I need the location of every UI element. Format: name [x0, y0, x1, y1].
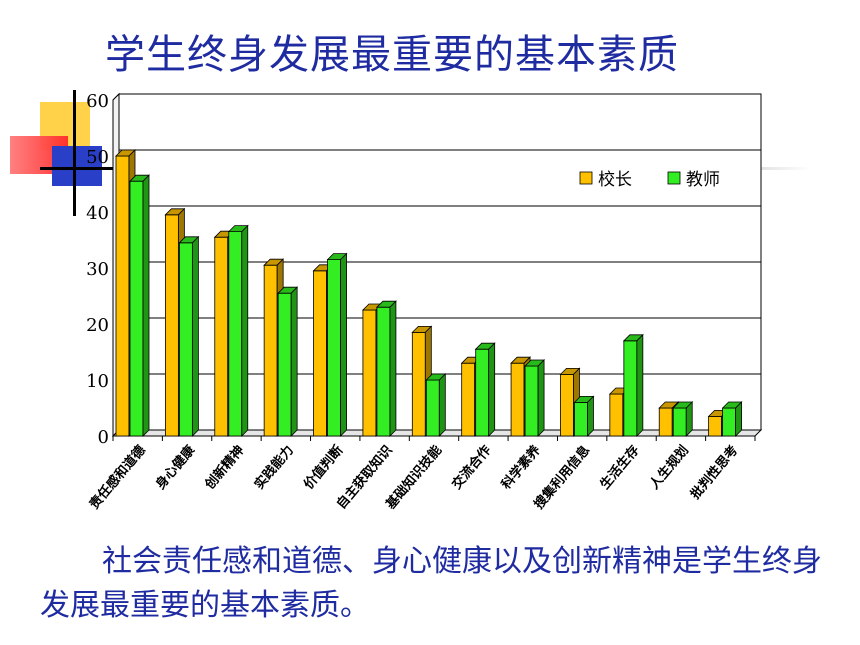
- bar-side: [438, 373, 446, 437]
- legend-swatch: [667, 171, 681, 185]
- bar-side: [587, 395, 594, 437]
- legend-box: [568, 160, 746, 198]
- y-tick-label: 60: [86, 91, 109, 112]
- x-category-label: 责任感和道德: [86, 442, 148, 512]
- x-category-label: 生活生存: [597, 442, 643, 492]
- bar-side: [142, 174, 150, 437]
- bar-teacher: [277, 286, 299, 437]
- bar-side: [389, 300, 397, 437]
- bar-side: [241, 224, 249, 437]
- bar-front: [129, 180, 144, 437]
- bar-teacher: [721, 401, 743, 437]
- bar-teacher: [326, 252, 348, 437]
- bar-teacher: [672, 401, 694, 437]
- y-tick-label: 30: [86, 259, 109, 280]
- bar-side: [636, 333, 644, 437]
- bar-front: [510, 362, 525, 437]
- bar-front: [313, 270, 327, 437]
- bar-side: [537, 359, 545, 437]
- x-category-label: 实践能力: [251, 442, 297, 492]
- bar-front: [327, 259, 341, 437]
- bar-teacher: [129, 174, 150, 437]
- bar-teacher: [474, 342, 496, 437]
- bar-front: [475, 348, 490, 437]
- y-tick-label: 0: [98, 427, 109, 448]
- bar-side: [488, 342, 496, 437]
- x-category-label: 人生规划: [646, 442, 692, 492]
- chart-legend: 校长 教师: [568, 160, 746, 198]
- x-category-label: 科学素养: [498, 442, 544, 493]
- bar-side: [290, 286, 298, 437]
- bar-front: [115, 155, 130, 437]
- legend-label: 校长: [598, 170, 632, 190]
- bar-front: [228, 231, 243, 437]
- bar-teacher: [524, 359, 546, 437]
- bar-front: [722, 407, 737, 437]
- x-category-label: 交流合作: [449, 442, 495, 492]
- bar-front: [560, 373, 574, 437]
- bar-front: [524, 365, 539, 437]
- bar-side: [340, 252, 347, 437]
- x-category-label: 身心健康: [152, 442, 198, 493]
- decoration-vertical-line: [73, 90, 76, 216]
- y-tick-label: 50: [86, 147, 109, 168]
- bar-front: [658, 407, 673, 437]
- slide-title: 学生终身发展最重要的基本素质: [105, 32, 679, 78]
- bar-front: [277, 292, 292, 437]
- bar-front: [376, 306, 391, 437]
- x-category-label: 价值判断: [301, 442, 347, 492]
- bar-teacher: [178, 235, 200, 437]
- legend-label: 教师: [686, 170, 720, 190]
- x-category-label: 创新精神: [201, 442, 247, 493]
- bar-teacher: [375, 300, 397, 437]
- bar-front: [623, 340, 638, 437]
- caption-text: 社会责任感和道德、身心健康以及创新精神是学生终身发展最重要的基本素质。: [40, 544, 822, 623]
- bar-front: [362, 309, 377, 437]
- bar-side: [735, 401, 743, 437]
- bar-side: [191, 235, 199, 437]
- bar-front: [609, 393, 624, 437]
- bar-front: [263, 264, 278, 437]
- bar-front: [672, 407, 687, 437]
- bar-front: [461, 362, 476, 437]
- decoration-blue-square: [52, 146, 102, 186]
- bar-front: [411, 331, 426, 437]
- y-tick-label: 10: [86, 371, 109, 392]
- bar-front: [574, 401, 588, 437]
- x-category-label: 批判性思考: [687, 442, 741, 502]
- bar-teacher: [425, 373, 447, 437]
- bar-teacher: [227, 224, 249, 437]
- slide-caption: 社会责任感和道德、身心健康以及创新精神是学生终身发展最重要的基本素质。: [40, 540, 830, 628]
- bar-side: [685, 401, 693, 437]
- chart-bars: [115, 149, 743, 437]
- bar-front: [425, 379, 440, 437]
- bar-front: [164, 214, 179, 437]
- y-tick-label: 40: [86, 203, 109, 224]
- bar-teacher: [622, 333, 644, 437]
- bar-front: [214, 236, 229, 437]
- legend-swatch: [579, 171, 593, 185]
- bar-teacher: [573, 395, 595, 437]
- bar-front: [708, 415, 723, 437]
- y-tick-label: 20: [86, 315, 109, 336]
- bar-front: [178, 242, 193, 437]
